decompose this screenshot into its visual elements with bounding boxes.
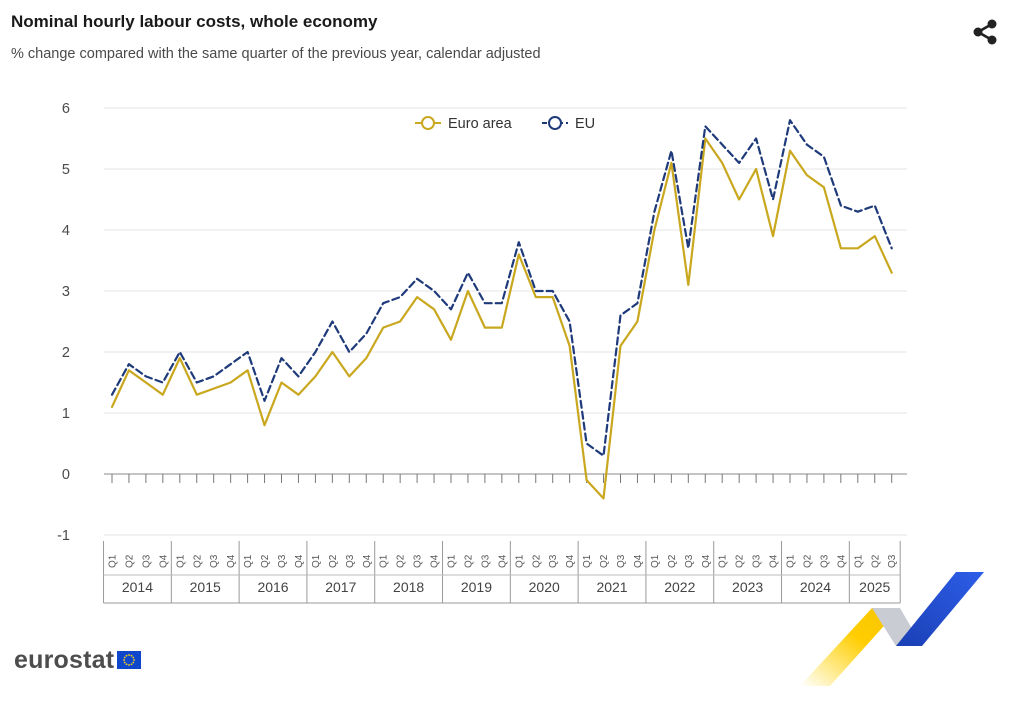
y-axis-labels: -1 0 1 2 3 4 5 6	[57, 101, 70, 544]
quarter-label: Q4	[565, 554, 576, 568]
quarter-label: Q3	[752, 554, 763, 568]
quarter-label: Q1	[786, 554, 797, 568]
quarter-label: Q2	[802, 554, 813, 568]
y-tick-label: 3	[62, 284, 70, 300]
quarter-label: Q1	[108, 554, 119, 568]
year-label: 2024	[800, 579, 831, 595]
quarter-label: Q3	[345, 554, 356, 568]
decorative-ribbon	[800, 572, 984, 686]
quarter-label: Q1	[175, 554, 186, 568]
series-lines	[110, 119, 893, 500]
quarter-label: Q3	[819, 554, 830, 568]
year-label: 2014	[122, 579, 153, 595]
quarter-label: Q4	[362, 554, 373, 568]
quarter-label: Q2	[260, 554, 271, 568]
y-tick-label: -1	[57, 528, 70, 544]
quarter-label: Q1	[853, 554, 864, 568]
y-tick-label: 2	[62, 345, 70, 361]
quarter-label: Q4	[430, 554, 441, 568]
quarter-label: Q3	[141, 554, 152, 568]
chart-title: Nominal hourly labour costs, whole econo…	[11, 12, 378, 31]
quarter-label: Q3	[277, 554, 288, 568]
quarter-label: Q3	[209, 554, 220, 568]
quarter-label: Q2	[124, 554, 135, 568]
y-tick-label: 6	[62, 101, 70, 117]
year-label: 2017	[325, 579, 356, 595]
y-tick-label: 4	[62, 223, 70, 239]
quarter-label: Q3	[480, 554, 491, 568]
y-tick-label: 1	[62, 406, 70, 422]
eu-flag-icon	[117, 651, 142, 669]
quarter-label: Q1	[582, 554, 593, 568]
share-icon	[973, 19, 997, 45]
quarter-label: Q1	[650, 554, 661, 568]
quarter-label: Q1	[243, 554, 254, 568]
quarter-label: Q3	[548, 554, 559, 568]
year-label: 2019	[461, 579, 492, 595]
legend-item-euro-area[interactable]: Euro area	[415, 116, 513, 132]
quarter-label: Q2	[667, 554, 678, 568]
quarter-label: Q2	[599, 554, 610, 568]
quarter-label: Q1	[514, 554, 525, 568]
year-label: 2023	[732, 579, 763, 595]
quarter-label: Q1	[311, 554, 322, 568]
quarter-label: Q2	[870, 554, 881, 568]
legend-marker	[421, 116, 435, 130]
y-tick-label: 5	[62, 162, 70, 178]
quarter-label: Q1	[379, 554, 390, 568]
quarter-label: Q4	[769, 554, 780, 568]
year-label: 2015	[190, 579, 221, 595]
quarter-label: Q3	[413, 554, 424, 568]
quarter-label: Q2	[328, 554, 339, 568]
quarter-label: Q4	[226, 554, 237, 568]
chart-subtitle: % change compared with the same quarter …	[11, 46, 541, 62]
series-line-euro-area[interactable]	[110, 137, 893, 500]
year-label: 2020	[529, 579, 560, 595]
quarter-label: Q2	[735, 554, 746, 568]
year-label: 2025	[859, 579, 890, 595]
quarter-label: Q4	[294, 554, 305, 568]
quarter-label: Q2	[531, 554, 542, 568]
quarter-label: Q4	[701, 554, 712, 568]
eurostat-logo[interactable]: eurostat	[14, 645, 142, 675]
quarter-label: Q3	[616, 554, 627, 568]
year-label: 2022	[664, 579, 695, 595]
quarter-label: Q1	[718, 554, 729, 568]
quarter-label: Q4	[633, 554, 644, 568]
quarter-label: Q3	[684, 554, 695, 568]
quarter-label: Q1	[447, 554, 458, 568]
legend-label: Euro area	[448, 116, 513, 132]
logo-text: eurostat	[14, 645, 115, 674]
share-button[interactable]	[968, 16, 1002, 48]
quarter-label: Q2	[463, 554, 474, 568]
quarter-label: Q4	[158, 554, 169, 568]
legend-item-eu[interactable]: EU	[542, 116, 595, 132]
quarter-label: Q2	[396, 554, 407, 568]
year-label: 2018	[393, 579, 424, 595]
quarter-label: Q2	[192, 554, 203, 568]
quarter-label: Q4	[836, 554, 847, 568]
legend-label: EU	[575, 116, 595, 132]
legend-marker	[548, 116, 562, 130]
series-line-eu[interactable]	[110, 119, 893, 457]
year-label: 2016	[257, 579, 288, 595]
quarter-label: Q3	[887, 554, 898, 568]
year-label: 2021	[596, 579, 627, 595]
quarter-label: Q4	[497, 554, 508, 568]
y-tick-label: 0	[62, 467, 70, 483]
legend[interactable]: Euro area EU	[415, 116, 595, 132]
